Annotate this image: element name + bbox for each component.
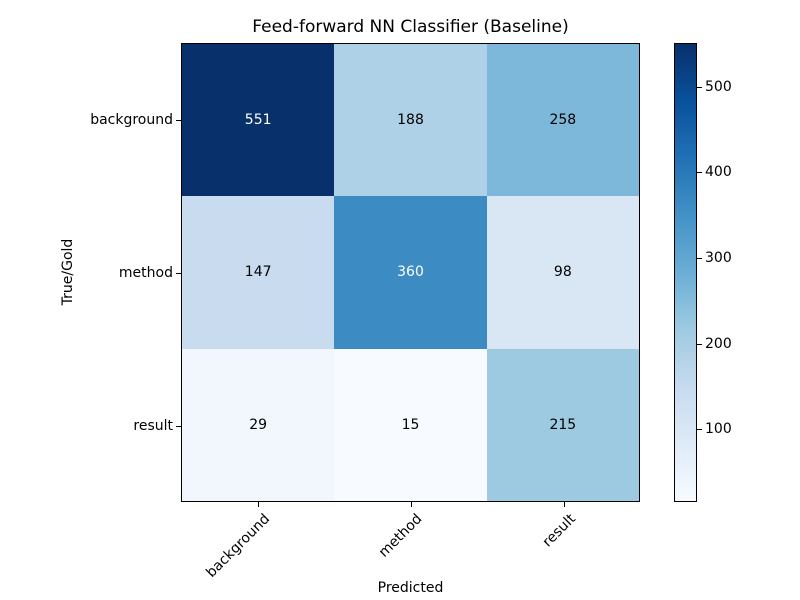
colorbar-tick-label: 300 (705, 249, 732, 266)
heatmap-cell: 188 (334, 44, 487, 197)
heatmap-cell: 258 (486, 44, 639, 197)
chart-title: Feed-forward NN Classifier (Baseline) (252, 17, 569, 37)
y-tick-mark (176, 272, 181, 274)
colorbar-tick-label: 100 (705, 421, 732, 438)
x-tick-mark (410, 502, 412, 507)
colorbar-tick-mark (697, 86, 702, 88)
colorbar-tick-label: 400 (705, 164, 732, 181)
x-tick-label: result (539, 511, 579, 551)
x-tick-label: background (202, 511, 273, 581)
x-tick-label: method (376, 511, 426, 561)
y-tick-label: result (133, 417, 173, 434)
colorbar-tick-label: 500 (705, 78, 732, 95)
heatmap-cell: 551 (182, 44, 335, 197)
heatmap-cell: 29 (182, 348, 335, 501)
colorbar-tick-mark (697, 257, 702, 259)
y-tick-mark (176, 425, 181, 427)
colorbar-tick-mark (697, 343, 702, 345)
heatmap-cell: 147 (182, 196, 335, 349)
heatmap-plot-area: 551 188 258 147 360 98 29 15 215 (181, 43, 640, 502)
colorbar (674, 43, 697, 502)
colorbar-tick-mark (697, 429, 702, 431)
heatmap-cell: 215 (486, 348, 639, 501)
heatmap-cell: 360 (334, 196, 487, 349)
heatmap-cell: 98 (486, 196, 639, 349)
heatmap-cell: 15 (334, 348, 487, 501)
colorbar-tick-label: 200 (705, 335, 732, 352)
x-axis-label: Predicted (377, 580, 444, 596)
x-tick-mark (563, 502, 565, 507)
heatmap-grid: 551 188 258 147 360 98 29 15 215 (182, 44, 639, 501)
y-axis-label: True/Gold (60, 238, 76, 306)
y-tick-label: method (118, 264, 173, 281)
x-tick-mark (257, 502, 259, 507)
colorbar-tick-mark (697, 172, 702, 174)
y-tick-label: background (90, 111, 173, 128)
y-tick-mark (176, 119, 181, 121)
